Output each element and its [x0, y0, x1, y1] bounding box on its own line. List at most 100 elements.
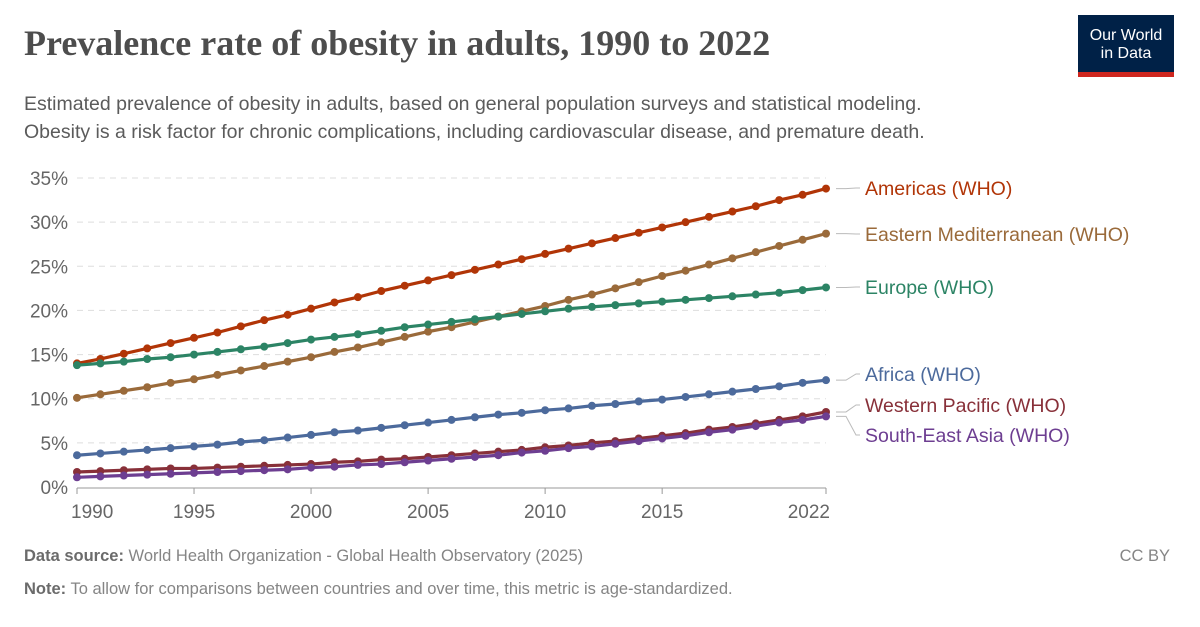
data-point	[517, 309, 526, 318]
data-point	[424, 418, 433, 427]
data-point	[307, 463, 316, 472]
data-point	[564, 244, 573, 253]
data-point	[681, 431, 690, 440]
y-tick-label: 30%	[30, 213, 68, 234]
note: Note: To allow for comparisons between c…	[24, 580, 733, 599]
data-point	[728, 387, 737, 396]
data-point	[213, 370, 222, 379]
data-point	[658, 223, 667, 232]
data-point	[728, 207, 737, 216]
series-label: Americas (WHO)	[865, 178, 1012, 200]
data-point	[822, 412, 830, 421]
data-point	[236, 467, 245, 476]
logo-line: in Data	[1100, 45, 1152, 62]
data-point	[494, 312, 503, 321]
data-point	[190, 350, 199, 359]
data-point	[424, 320, 433, 329]
data-point	[400, 332, 409, 341]
data-point	[96, 390, 105, 399]
data-point	[775, 382, 784, 391]
data-point	[564, 304, 573, 313]
y-tick-label: 25%	[30, 257, 68, 278]
data-point	[353, 330, 362, 339]
data-point	[447, 415, 456, 424]
data-point	[236, 437, 245, 446]
data-point	[260, 316, 269, 325]
source-text[interactable]: World Health Organization - Global Healt…	[123, 547, 584, 565]
data-point	[260, 342, 269, 351]
data-point	[822, 229, 830, 238]
data-point	[541, 406, 550, 415]
data-point	[377, 326, 386, 335]
data-point	[283, 465, 292, 474]
data-point	[283, 433, 292, 442]
x-tick-label: 1990	[71, 502, 113, 523]
data-point	[751, 385, 760, 394]
data-point	[73, 361, 81, 370]
data-point	[260, 466, 269, 475]
data-point	[143, 383, 152, 392]
data-point	[541, 249, 550, 258]
data-point	[283, 339, 292, 348]
data-point	[704, 260, 713, 269]
data-point	[283, 357, 292, 366]
data-point	[400, 421, 409, 430]
data-point	[822, 283, 830, 292]
data-point	[494, 260, 503, 269]
data-point	[166, 378, 175, 387]
series-label: Europe (WHO)	[865, 277, 994, 299]
data-point	[587, 302, 596, 311]
data-point	[822, 184, 830, 193]
label-connector	[836, 404, 860, 413]
data-point	[728, 292, 737, 301]
data-point	[751, 202, 760, 211]
data-point	[681, 266, 690, 275]
data-point	[587, 239, 596, 248]
series-label: Africa (WHO)	[865, 364, 981, 386]
data-point	[822, 376, 830, 385]
data-point	[494, 451, 503, 460]
data-point	[119, 447, 128, 456]
owid-logo[interactable]: Our World in Data	[1078, 15, 1174, 77]
data-point	[587, 401, 596, 410]
data-point	[236, 345, 245, 354]
data-point	[517, 408, 526, 417]
data-point	[119, 471, 128, 480]
data-point	[213, 467, 222, 476]
data-point	[704, 212, 713, 221]
data-point	[424, 456, 433, 465]
x-tick-label: 2015	[641, 502, 683, 523]
data-source: Data source: World Health Organization -…	[24, 547, 583, 566]
data-point	[517, 448, 526, 457]
x-tick-label: 2010	[524, 502, 566, 523]
label-connector	[836, 187, 860, 190]
data-point	[611, 439, 620, 448]
data-point	[611, 400, 620, 409]
source-label: Data source:	[24, 547, 124, 565]
data-point	[658, 271, 667, 280]
data-point	[73, 393, 81, 402]
data-point	[260, 436, 269, 445]
data-point	[634, 299, 643, 308]
data-point	[307, 335, 316, 344]
data-point	[658, 434, 667, 443]
data-point	[775, 418, 784, 427]
data-point	[564, 444, 573, 453]
data-point	[143, 445, 152, 454]
data-point	[213, 440, 222, 449]
data-point	[236, 366, 245, 375]
data-point	[681, 392, 690, 401]
x-tick-label: 2005	[407, 502, 449, 523]
data-point	[634, 278, 643, 287]
license[interactable]: CC BY	[1119, 547, 1170, 565]
data-point	[775, 241, 784, 250]
data-point	[400, 281, 409, 290]
data-point	[798, 378, 807, 387]
data-point	[798, 415, 807, 424]
data-point	[798, 286, 807, 295]
data-point	[330, 428, 339, 437]
y-tick-label: 5%	[41, 434, 69, 455]
data-point	[166, 444, 175, 453]
data-point	[587, 290, 596, 299]
data-point	[283, 310, 292, 319]
